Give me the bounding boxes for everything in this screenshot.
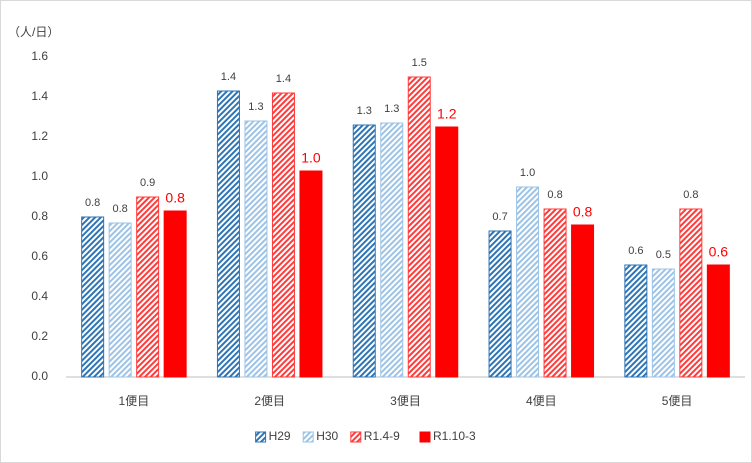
bar: [516, 186, 540, 378]
y-tick-label: 0.8: [31, 209, 48, 223]
bar: [163, 210, 187, 378]
bar: [136, 196, 160, 378]
x-tick-label: 4便目: [526, 394, 557, 408]
data-label: 1.5: [412, 57, 427, 69]
data-label: 0.6: [628, 245, 643, 257]
x-tick-label: 2便目: [254, 394, 285, 408]
data-label: 1.0: [520, 167, 535, 179]
y-tick-label: 1.4: [31, 89, 48, 103]
x-tick-label: 1便目: [119, 394, 150, 408]
bar: [244, 120, 268, 378]
bar: [380, 122, 404, 378]
legend-swatch: [350, 431, 362, 443]
legend-swatch: [419, 431, 431, 443]
data-label: 0.8: [85, 197, 100, 209]
legend-label: R1.4-9: [364, 429, 400, 443]
legend-label: H30: [316, 429, 338, 443]
bar: [679, 208, 703, 378]
data-label: 0.9: [140, 177, 155, 189]
y-tick-label: 1.2: [31, 129, 48, 143]
y-tick-label: 1.6: [31, 49, 48, 63]
bar: [81, 216, 105, 378]
data-label: 0.8: [573, 204, 593, 220]
data-label: 1.3: [384, 103, 399, 115]
x-tick-label: 5便目: [662, 394, 693, 408]
bar: [435, 126, 459, 378]
data-label: 1.2: [437, 106, 457, 122]
data-label: 1.3: [357, 105, 372, 117]
x-tick-label: 3便目: [390, 394, 421, 408]
data-label: 0.5: [656, 249, 671, 261]
bar: [407, 76, 431, 378]
legend-label: R1.10-3: [433, 429, 476, 443]
bar: [543, 208, 567, 378]
data-label: 0.7: [492, 211, 507, 223]
bar: [706, 264, 730, 378]
legend-swatch: [302, 431, 314, 443]
y-tick-label: 0.4: [31, 289, 48, 303]
data-label: 0.8: [683, 189, 698, 201]
bar: [108, 222, 132, 378]
bar: [299, 170, 323, 378]
y-axis-label: （人/日）: [8, 25, 59, 39]
y-tick-label: 0.0: [31, 369, 48, 383]
data-label: 0.8: [113, 203, 128, 215]
data-label: 1.4: [276, 73, 291, 85]
legend-label: H29: [269, 429, 291, 443]
data-label: 0.8: [547, 189, 562, 201]
data-label: 0.8: [165, 190, 185, 206]
data-label: 0.6: [709, 244, 729, 260]
y-tick-label: 0.2: [31, 329, 48, 343]
bar: [271, 92, 295, 378]
bar: [624, 264, 648, 378]
bar: [352, 124, 376, 378]
bar: [488, 230, 512, 378]
bar: [216, 90, 240, 378]
bar: [571, 224, 595, 378]
data-label: 1.0: [301, 150, 321, 166]
data-label: 1.4: [221, 71, 236, 83]
y-tick-label: 0.6: [31, 249, 48, 263]
legend-swatch: [255, 431, 267, 443]
y-tick-label: 1.0: [31, 169, 48, 183]
data-label: 1.3: [248, 101, 263, 113]
bar: [651, 268, 675, 378]
